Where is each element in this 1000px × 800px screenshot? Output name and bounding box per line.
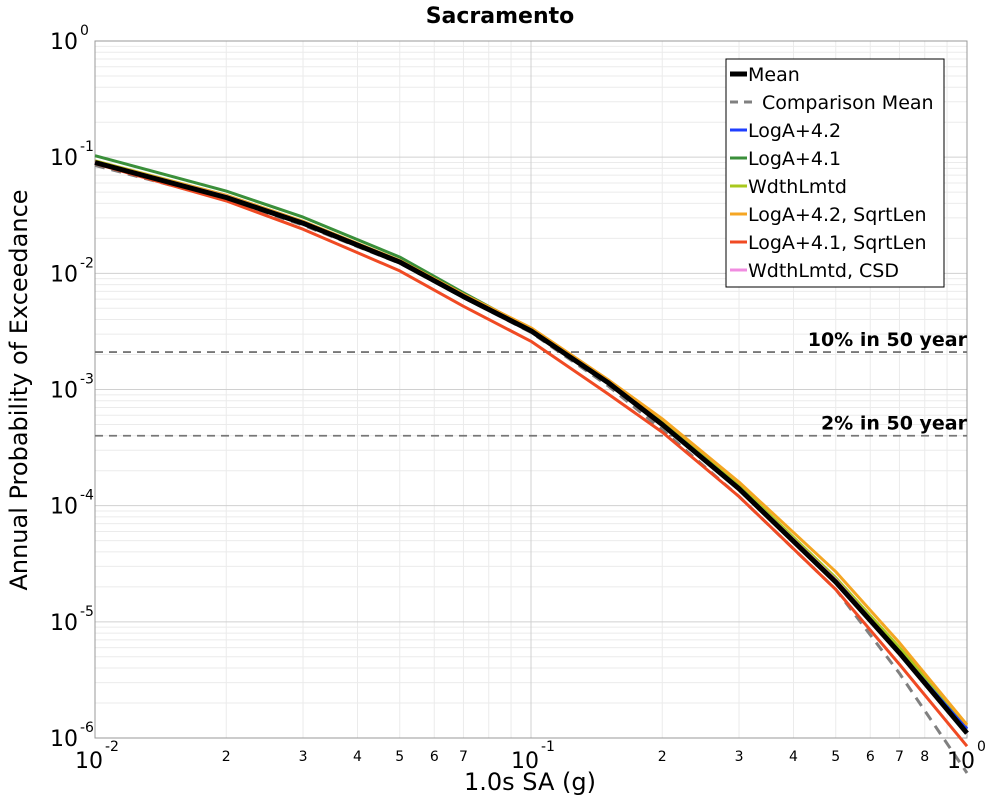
legend-entry-label: WdthLmtd [748, 176, 847, 198]
x-tick-label: 10 [947, 749, 975, 774]
x-tick-label: 10 [511, 749, 539, 774]
y-tick-exponent: -4 [80, 488, 94, 504]
x-minor-tick-label: 3 [735, 749, 744, 765]
y-tick-label: 10 [50, 727, 78, 752]
y-tick-label: 10 [50, 262, 78, 287]
x-minor-tick-label: 6 [866, 749, 875, 765]
x-minor-tick-label: 7 [459, 749, 468, 765]
y-tick-exponent: -3 [80, 372, 94, 388]
reference-line-label: 2% in 50 year [821, 413, 968, 435]
x-minor-tick-label: 5 [831, 749, 840, 765]
chart-title: Sacramento [426, 4, 575, 29]
legend-entry-label: Comparison Mean [762, 92, 934, 114]
y-tick-exponent: -2 [80, 255, 94, 271]
x-tick-label: 10 [75, 749, 103, 774]
y-axis-label: Annual Probability of Exceedance [5, 189, 33, 590]
y-tick-exponent: -5 [80, 604, 94, 620]
x-tick-exponent: -2 [105, 739, 119, 755]
series-line-0 [94, 160, 969, 735]
x-tick-exponent: -1 [541, 739, 555, 755]
y-tick-exponent: -6 [80, 720, 94, 736]
x-axis-label: 1.0s SA (g) [464, 768, 596, 796]
x-minor-tick-label: 2 [222, 749, 231, 765]
plot-area-frame [94, 40, 968, 739]
legend-entry-label: LogA+4.2 [748, 120, 841, 142]
y-tick-exponent: -1 [80, 139, 94, 155]
x-minor-tick-label: 5 [395, 749, 404, 765]
reference-line-label: 10% in 50 year [808, 329, 968, 351]
x-minor-tick-label: 3 [299, 749, 308, 765]
legend-entry-label: LogA+4.1 [748, 148, 841, 170]
series-line-6 [94, 162, 969, 748]
x-minor-tick-label: 4 [353, 749, 362, 765]
x-minor-tick-label: 6 [430, 749, 439, 765]
x-minor-tick-label: 8 [920, 749, 929, 765]
x-minor-tick-label: 4 [789, 749, 798, 765]
legend: Mean Comparison Mean LogA+4.2 LogA+4.1 WdthL… [725, 58, 945, 288]
y-tick-label: 10 [50, 146, 78, 171]
y-tick-label: 10 [50, 611, 78, 636]
y-tick-label: 10 [50, 30, 78, 55]
legend-entry-label: LogA+4.1, SqrtLen [748, 232, 927, 254]
legend-entry-label: LogA+4.2, SqrtLen [748, 204, 927, 226]
x-minor-tick-label: 2 [658, 749, 667, 765]
x-tick-exponent: 0 [977, 739, 986, 755]
y-tick-label: 10 [50, 379, 78, 404]
x-minor-tick-label: 7 [895, 749, 904, 765]
y-tick-exponent: 0 [80, 23, 89, 39]
legend-frame [725, 58, 945, 288]
series-lines [94, 154, 969, 774]
y-tick-label: 10 [50, 495, 78, 520]
legend-entry-label: WdthLmtd, CSD [748, 260, 899, 282]
reference-lines: 10% in 50 year 2% in 50 year [95, 329, 968, 437]
legend-entry-label: Mean [748, 64, 800, 86]
